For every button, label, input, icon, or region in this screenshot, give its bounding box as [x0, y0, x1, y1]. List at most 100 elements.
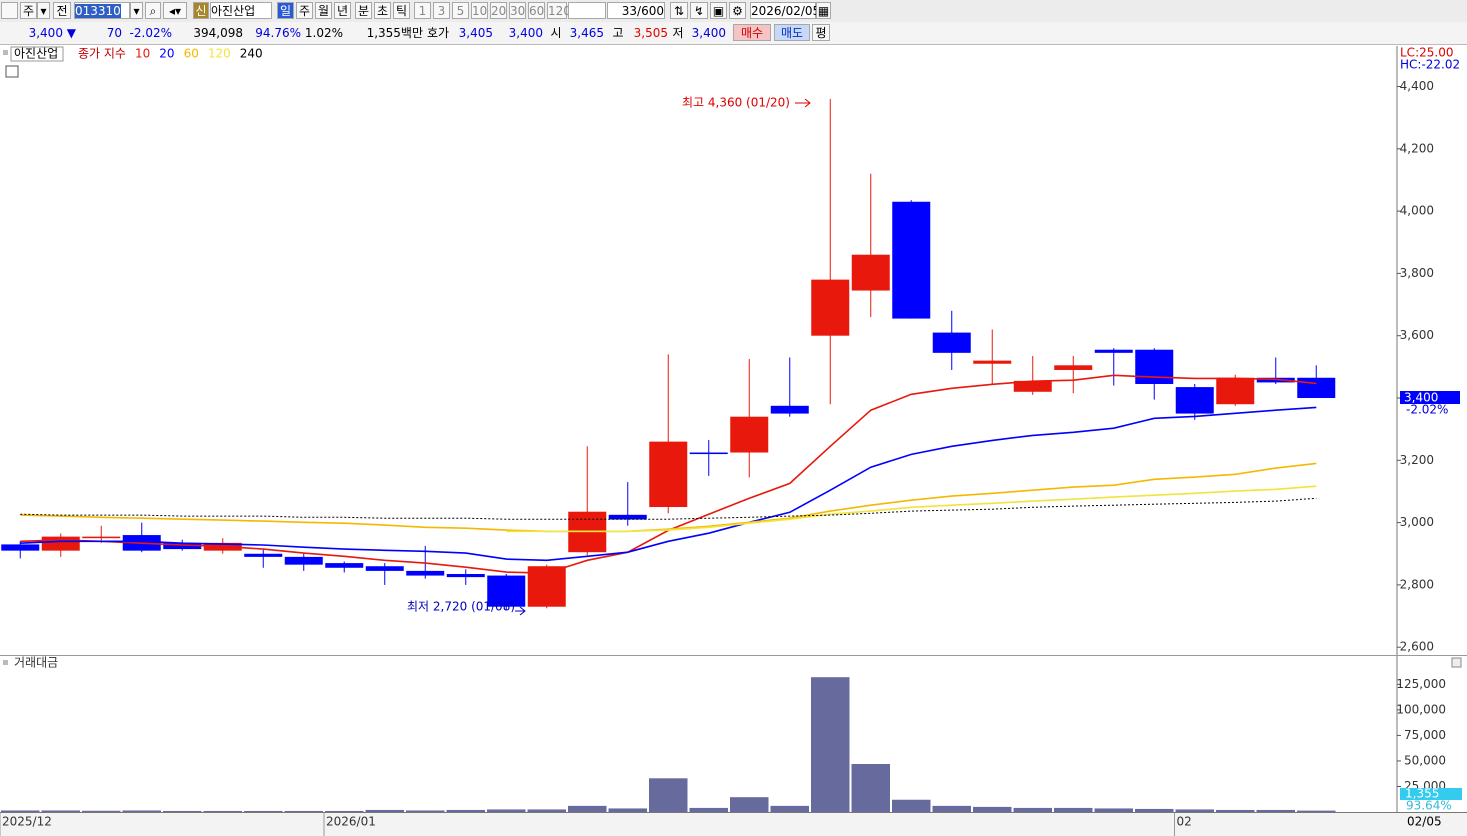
candle-body — [325, 563, 364, 568]
interval-button[interactable]: 120 — [547, 2, 571, 19]
period-minute[interactable]: 분 — [355, 2, 372, 19]
quote-label: 호가 — [426, 26, 450, 40]
candle-body — [851, 254, 890, 291]
dropdown[interactable]: ▾ — [37, 2, 50, 19]
low-price: 3,400 — [691, 26, 726, 40]
tool-icon[interactable]: ↯ — [690, 2, 708, 19]
last-volume-label: 1,355 — [1405, 787, 1439, 801]
end-date: 02/05 — [1407, 815, 1442, 829]
volume-bar — [649, 778, 688, 812]
candle-body — [689, 452, 728, 455]
period-year[interactable]: 년 — [334, 2, 351, 19]
interval-button[interactable]: 1 — [414, 2, 431, 19]
candle-body — [973, 360, 1012, 364]
volume-bar — [284, 810, 323, 812]
volume-bar — [1135, 808, 1174, 812]
ma-line — [20, 497, 1317, 520]
candle-body — [770, 405, 809, 414]
interval-input[interactable] — [568, 2, 606, 19]
window-icon[interactable] — [1, 2, 18, 19]
interval-button[interactable]: 10 — [471, 2, 488, 19]
interval-button[interactable]: 30 — [509, 2, 526, 19]
toolbar-row1: 주 ▾ 전 013310 ▾ ⌕ ◂▾ 신 아진산업 일 주 월 년 분 초 틱… — [0, 0, 1467, 22]
code-input[interactable]: 013310 — [74, 2, 130, 19]
x-tick-label: 2025/12 — [2, 815, 52, 829]
candle-body — [1216, 377, 1255, 405]
dropdown[interactable]: ▾ — [130, 2, 143, 19]
search-button[interactable]: ⌕ — [145, 2, 161, 19]
candle-body — [284, 556, 323, 565]
count-field[interactable]: 33/600 — [607, 2, 665, 19]
y-tick-label: 75,000 — [1404, 728, 1446, 742]
period-tick[interactable]: 틱 — [393, 2, 410, 19]
last-price-box — [1400, 391, 1460, 405]
low-label: 저 — [672, 26, 684, 40]
calendar-icon[interactable]: ▦ — [816, 2, 831, 19]
high-label: 고 — [612, 26, 624, 40]
high-annotation: 최고 4,360 (01/20) — [682, 96, 790, 110]
trade-value: 1,355백만 — [366, 26, 423, 40]
period-second[interactable]: 초 — [374, 2, 391, 19]
candle-body — [649, 441, 688, 508]
volume-bar — [1054, 807, 1093, 812]
volume-bar — [365, 809, 404, 812]
volume-bar — [1256, 809, 1295, 812]
annotation-arrow — [515, 606, 526, 616]
stock-name-field[interactable]: 아진산업 — [210, 2, 272, 19]
lc-label: LC:25.00 — [1400, 46, 1453, 60]
y-tick-label: 50,000 — [1404, 753, 1446, 767]
candle-body — [365, 566, 404, 571]
volume-bar — [1, 810, 40, 812]
y-tick-label: 125,000 — [1396, 677, 1446, 691]
panel-close[interactable] — [1451, 657, 1462, 668]
interval-button[interactable]: 20 — [490, 2, 507, 19]
open-price: 3,465 — [569, 26, 604, 40]
volume-bar — [82, 810, 121, 812]
interval-button[interactable]: 3 — [433, 2, 450, 19]
buy-button[interactable]: 매수 — [733, 24, 771, 41]
interval-button[interactable]: 5 — [452, 2, 469, 19]
y-tick-label: 4,400 — [1400, 79, 1434, 93]
average-button[interactable]: 평 — [812, 24, 830, 41]
annotation-arrow — [795, 98, 811, 108]
volume-bar — [568, 805, 607, 812]
panel-icon — [3, 50, 8, 55]
settings-icon[interactable]: ⚙ — [729, 2, 746, 19]
tool-icon[interactable]: ⇅ — [670, 2, 688, 19]
y-tick-label: 100,000 — [1396, 702, 1446, 716]
period-week[interactable]: 주 — [296, 2, 313, 19]
sound-button[interactable]: ◂▾ — [163, 2, 187, 19]
volume-title: 거래대금 — [14, 656, 58, 670]
candle-body — [1135, 349, 1174, 384]
x-tick-label: 02 — [1177, 815, 1192, 829]
hc-label: HC:-22.02 — [1400, 58, 1460, 72]
y-tick-label: 4,000 — [1400, 204, 1434, 218]
candle-body — [163, 542, 202, 550]
y-tick-label: 2,800 — [1400, 577, 1434, 591]
volume-bar — [325, 810, 364, 812]
legend-entry: 20 — [159, 47, 174, 61]
y-tick-label: 3,800 — [1400, 266, 1434, 280]
candle-body — [487, 575, 526, 607]
candle-body — [406, 570, 445, 576]
date-field[interactable]: 2026/02/05 — [750, 2, 821, 19]
candle-body — [244, 553, 283, 557]
candle-body — [1013, 380, 1052, 392]
period-day[interactable]: 일 — [277, 2, 294, 19]
candle-body — [1297, 377, 1336, 399]
volume-ratio-label: 93.64% — [1406, 799, 1452, 813]
y-tick-label: 3,600 — [1400, 328, 1434, 342]
interval-button[interactable]: 60 — [528, 2, 545, 19]
market-button[interactable]: 주 — [20, 2, 37, 19]
name-box — [10, 46, 64, 62]
y-tick-label: 2,600 — [1400, 640, 1434, 654]
candle-body — [811, 279, 850, 336]
candle-body — [932, 332, 971, 353]
change-rate: -2.02% — [129, 26, 172, 40]
prev-button[interactable]: 전 — [53, 2, 71, 19]
period-month[interactable]: 월 — [315, 2, 332, 19]
low-annotation: 최저 2,720 (01/08) — [407, 600, 515, 614]
save-icon[interactable]: ▣ — [710, 2, 727, 19]
sell-button[interactable]: 매도 — [774, 24, 810, 41]
candle-body — [446, 574, 485, 578]
